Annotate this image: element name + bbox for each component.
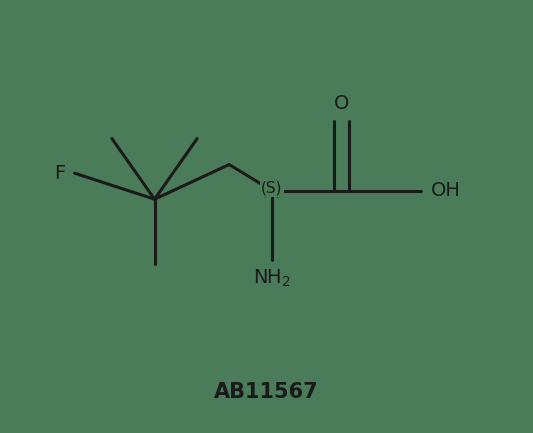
Text: F: F	[54, 164, 65, 183]
Text: O: O	[334, 94, 349, 113]
Text: (S): (S)	[261, 182, 282, 197]
Text: AB11567: AB11567	[214, 382, 319, 402]
Text: OH: OH	[431, 181, 461, 200]
Text: NH$_2$: NH$_2$	[253, 268, 291, 289]
Text: (S): (S)	[261, 181, 282, 196]
